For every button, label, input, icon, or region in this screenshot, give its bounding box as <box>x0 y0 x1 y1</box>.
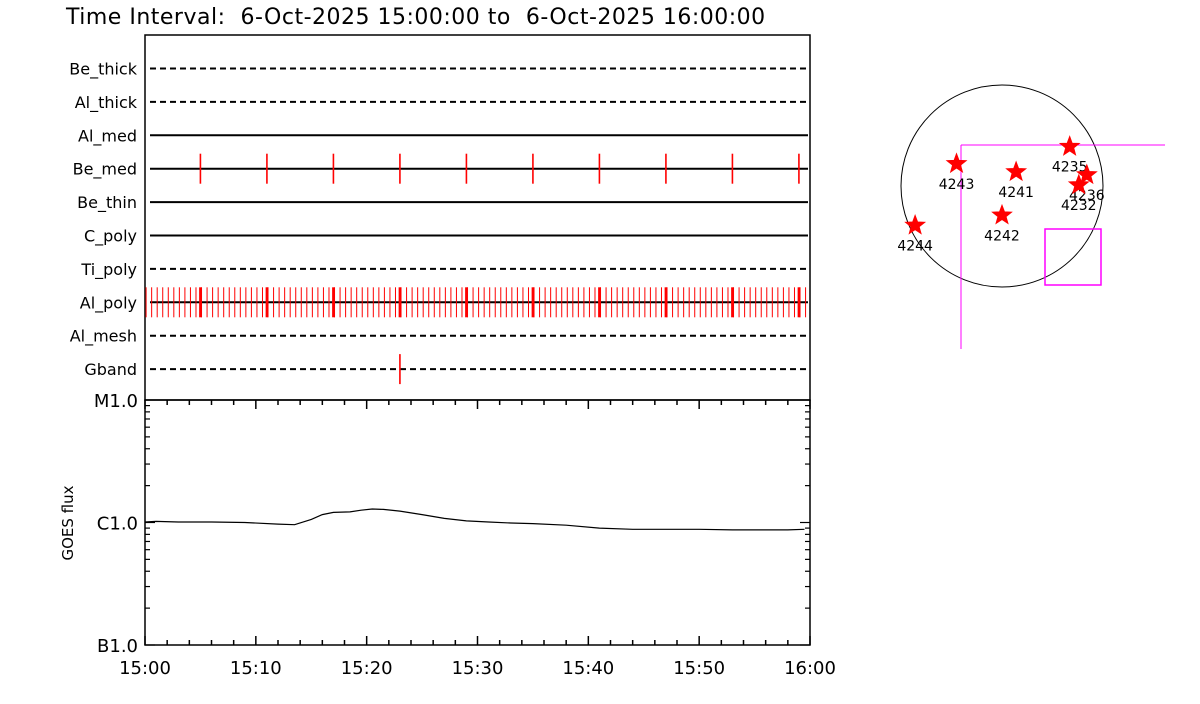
channel-label: Be_thick <box>69 60 137 80</box>
y-tick-label: C1.0 <box>97 514 138 535</box>
solar-disk-limb <box>900 84 1104 288</box>
goes-flux-line <box>144 508 805 531</box>
x-tick-label: 15:30 <box>452 658 504 679</box>
goes-ticks: 15:00 15:10 15:20 15:30 15:40 15:50 16:00 M1.0 C… <box>94 391 836 679</box>
active-region-star <box>945 152 968 174</box>
y-tick-label: M1.0 <box>94 391 138 412</box>
channel-label: Ti_poly <box>80 260 137 280</box>
active-region-label: 4242 <box>984 228 1020 244</box>
event-channels: Be_thick Al_thick Al_med Be_med Be_thin C_pol… <box>69 60 808 385</box>
x-tick-label: 15:10 <box>230 658 282 679</box>
active-region-label: 4236 <box>1069 188 1105 204</box>
active-region-star <box>1067 173 1090 195</box>
plot-title: Time Interval: 6-Oct-2025 15:00:00 to 6-… <box>65 5 766 30</box>
active-region-star <box>1058 135 1081 156</box>
goes-y-axis-label: GOES flux <box>59 485 77 560</box>
active-region-star <box>1075 163 1098 185</box>
active-region-label: 4232 <box>1061 198 1097 214</box>
active-region-label: 4241 <box>998 185 1034 201</box>
channel-label: Al_med <box>78 126 137 146</box>
channel-label: Al_mesh <box>70 327 137 347</box>
channel-label: Al_thick <box>75 93 138 113</box>
active-region-star <box>904 213 927 235</box>
channel-label: Al_poly <box>80 293 137 313</box>
y-tick-label: B1.0 <box>97 636 138 657</box>
active-region-label: 4243 <box>939 177 975 193</box>
x-tick-label: 15:50 <box>673 658 725 679</box>
channel-label: Be_thin <box>77 193 137 213</box>
channel-label: Gband <box>84 360 137 379</box>
active-region-star <box>1005 160 1028 182</box>
x-tick-label: 15:20 <box>341 658 393 679</box>
channel-label: C_poly <box>84 227 137 247</box>
x-tick-label: 15:40 <box>562 658 614 679</box>
active-region-label: 4244 <box>897 238 933 254</box>
channel-label: Be_med <box>73 160 137 180</box>
event-panel-frame <box>144 34 811 401</box>
field-of-view-box <box>1044 228 1102 286</box>
x-tick-label: 16:00 <box>784 658 836 679</box>
active-region-star <box>991 203 1013 225</box>
x-tick-label: 15:00 <box>119 658 171 679</box>
